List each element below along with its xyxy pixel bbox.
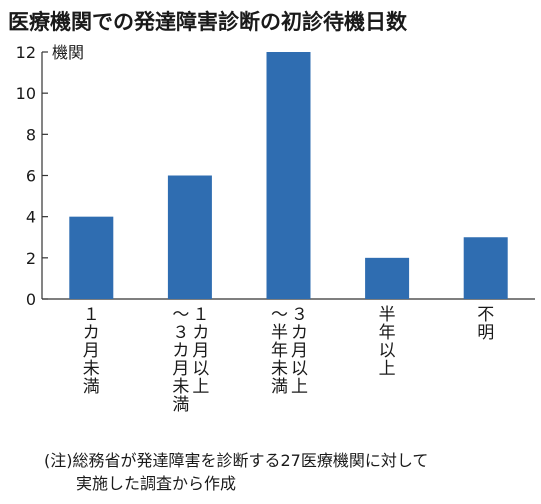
bar (463, 237, 508, 299)
x-tick-label: １ (83, 305, 100, 325)
x-tick-label: ３ (172, 323, 189, 343)
x-tick-label: カ (291, 323, 308, 343)
x-tick-label: 半 (379, 305, 396, 325)
bar (69, 216, 114, 299)
x-tick-label: 以 (291, 359, 308, 379)
y-tick-label: 10 (16, 84, 36, 103)
x-tick-label: １ (192, 305, 209, 325)
bar (266, 52, 311, 299)
x-tick-label: 半 (271, 323, 288, 343)
footnote-line1: (注)総務省が発達障害を診断する27医療機関に対して (44, 451, 428, 470)
x-tick-label: 満 (83, 377, 100, 397)
x-tick-label: 以 (379, 341, 396, 361)
chart-title: 医療機関での発達障害診断の初診待機日数 (8, 10, 408, 34)
y-tick-label: 6 (26, 167, 36, 186)
x-tick-label: 不 (477, 305, 494, 325)
x-tick-label: 未 (172, 377, 189, 397)
x-tick-label: ～ (271, 305, 288, 325)
x-tick-label: カ (83, 323, 100, 343)
x-tick-label: 明 (477, 323, 494, 343)
x-tick-label: 月 (192, 341, 209, 361)
y-tick-label: 0 (26, 290, 36, 309)
bar (167, 175, 212, 299)
x-tick-label: カ (172, 341, 189, 361)
y-tick-label: 2 (26, 249, 36, 268)
x-tick-label: 年 (271, 341, 288, 361)
y-axis: 0 2 4 6 8 10 12 機関 (16, 43, 535, 309)
x-tick-label: 月 (83, 341, 100, 361)
x-tick-label: 上 (379, 359, 396, 379)
y-unit-label: 機関 (52, 43, 84, 62)
y-tick-label: 4 (26, 208, 36, 227)
footnote-line2: 実施した調査から作成 (76, 474, 236, 493)
x-tick-label: ３ (291, 305, 308, 325)
y-tick-label: 12 (16, 43, 36, 62)
x-tick-label: 上 (291, 377, 308, 397)
bar (365, 257, 410, 299)
x-tick-label: 上 (192, 377, 209, 397)
x-tick-label: 満 (271, 377, 288, 397)
x-tick-label: 年 (379, 323, 396, 343)
bars (69, 52, 508, 299)
x-tick-label: 月 (172, 359, 189, 379)
x-tick-label: 未 (83, 359, 100, 379)
x-tick-label: 月 (291, 341, 308, 361)
x-tick-label: 未 (271, 359, 288, 379)
x-tick-label: 以 (192, 359, 209, 379)
y-tick-label: 8 (26, 125, 36, 144)
x-tick-label: ～ (172, 305, 189, 325)
x-tick-label: 満 (172, 395, 189, 415)
x-tick-label: カ (192, 323, 209, 343)
